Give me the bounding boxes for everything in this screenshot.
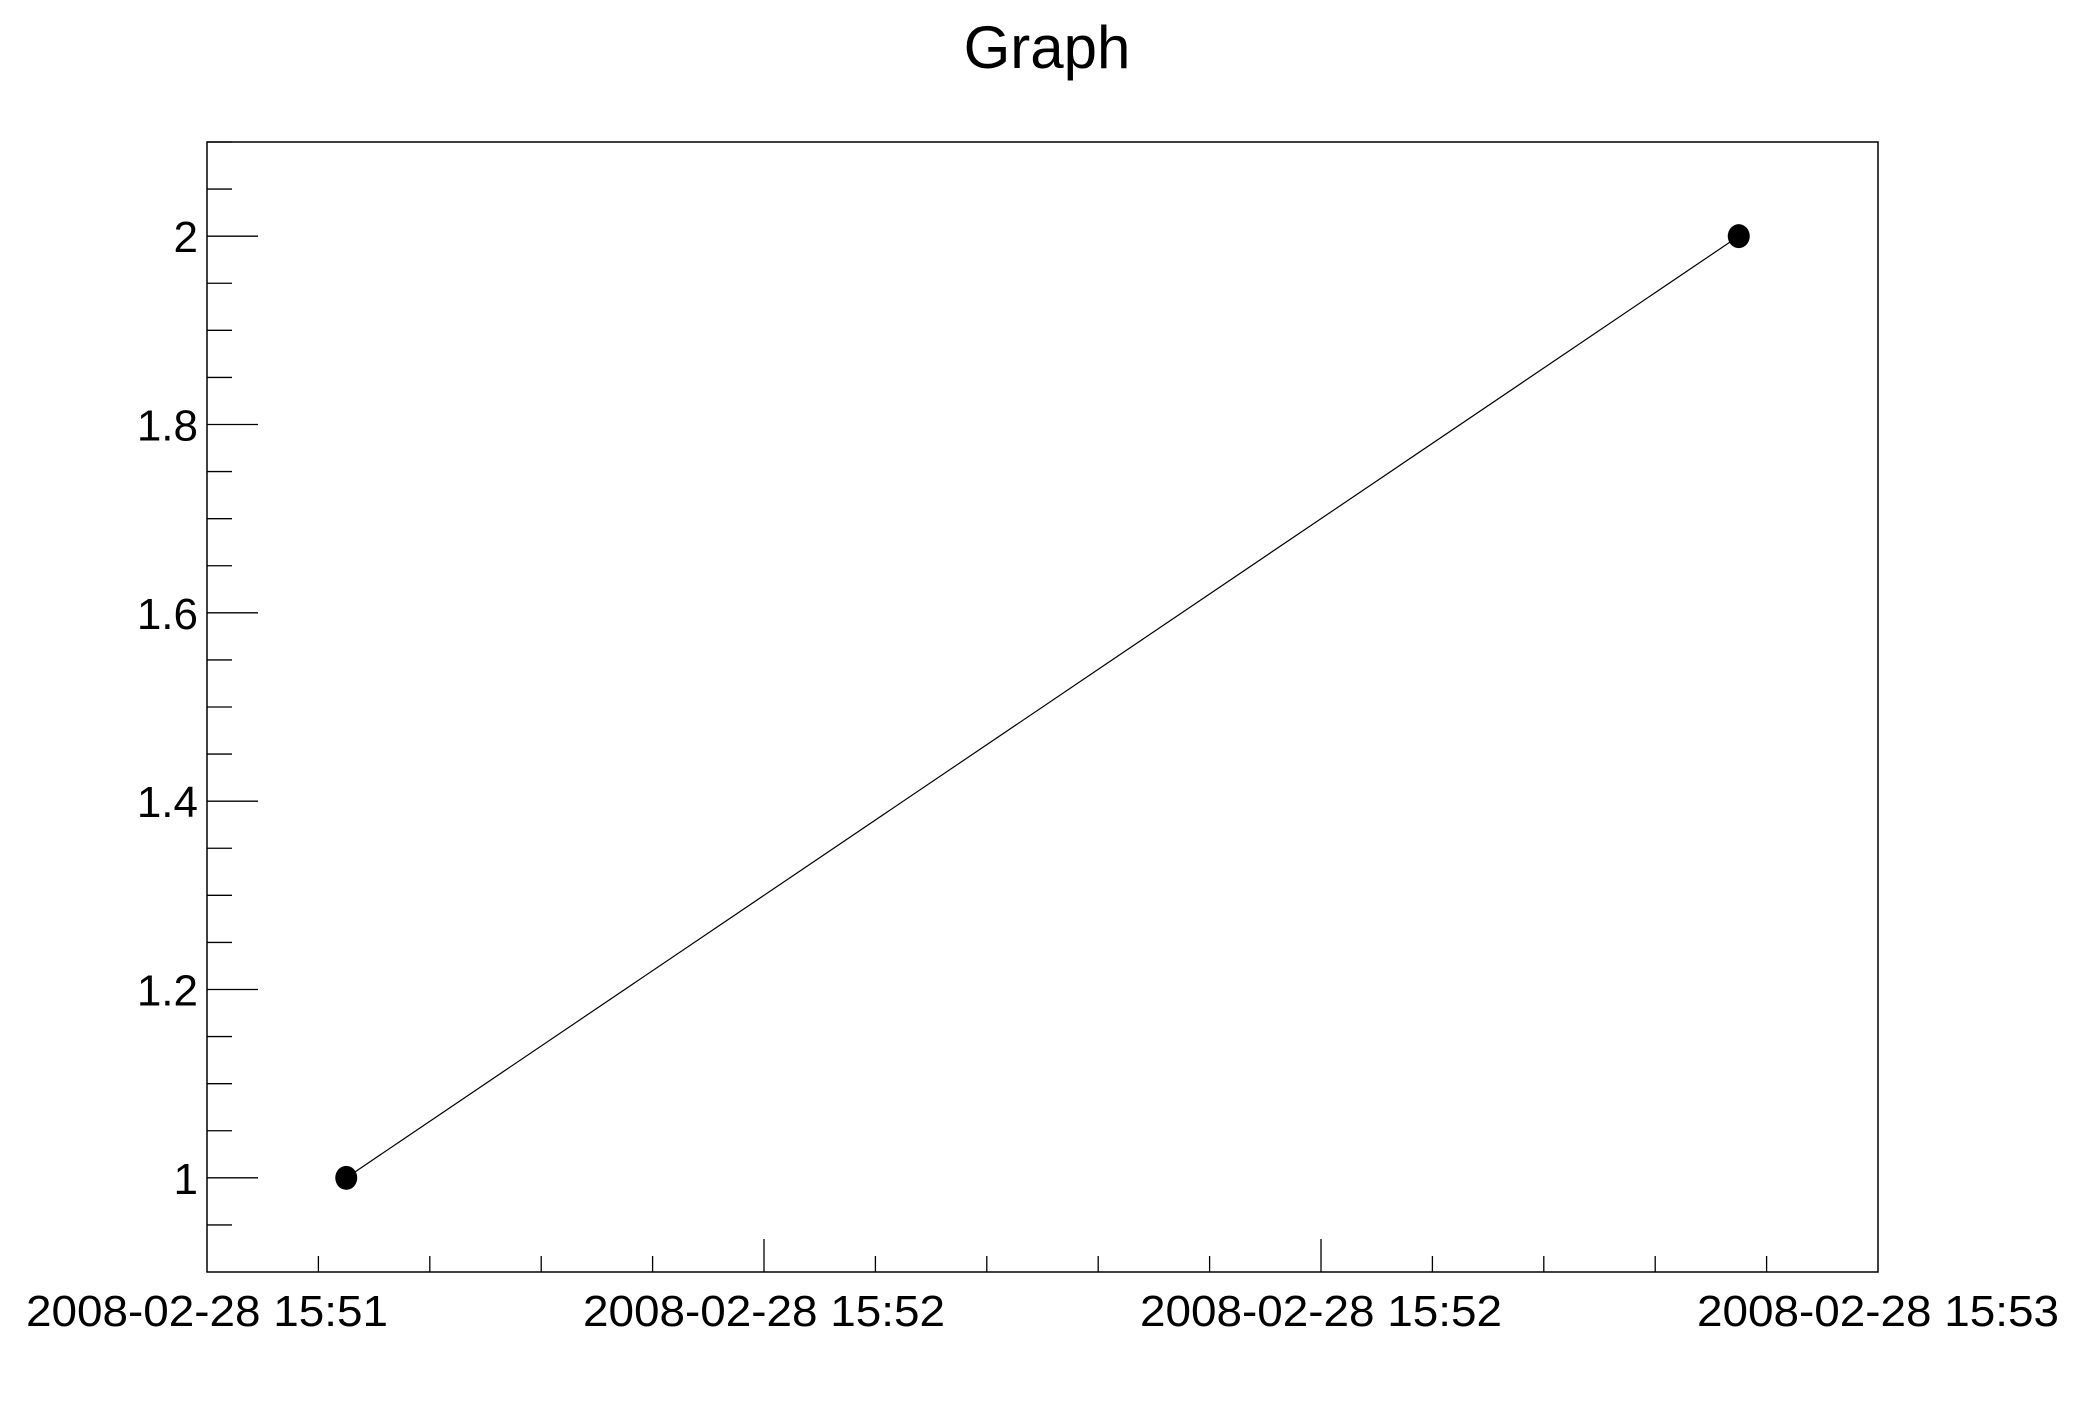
- chart-title: Graph: [964, 14, 1131, 81]
- y-tick-label: 1.4: [137, 778, 198, 827]
- y-axis: 1 1.2 1.4 1.6 1.8 2: [137, 141, 258, 1226]
- x-tick-label: 2008-02-28 15:51: [26, 1287, 388, 1336]
- data-point: [1727, 224, 1750, 249]
- series-group: [335, 224, 1750, 1190]
- y-tick-label: 1: [174, 1155, 198, 1204]
- x-tick-label: 2008-02-28 15:52: [1140, 1287, 1502, 1336]
- x-tick-label: 2008-02-28 15:52: [583, 1287, 945, 1336]
- y-tick-label: 1.8: [137, 402, 198, 451]
- x-tick-label: 2008-02-28 15:53: [1697, 1287, 2059, 1336]
- y-tick-label: 1.2: [137, 967, 198, 1016]
- series-line: [345, 235, 1740, 1179]
- y-tick-label: 1.6: [137, 590, 198, 639]
- data-point: [335, 1165, 358, 1190]
- x-axis: 2008-02-28 15:51 2008-02-28 15:52 2008-02-…: [26, 1239, 2059, 1336]
- y-tick-label: 2: [174, 213, 198, 262]
